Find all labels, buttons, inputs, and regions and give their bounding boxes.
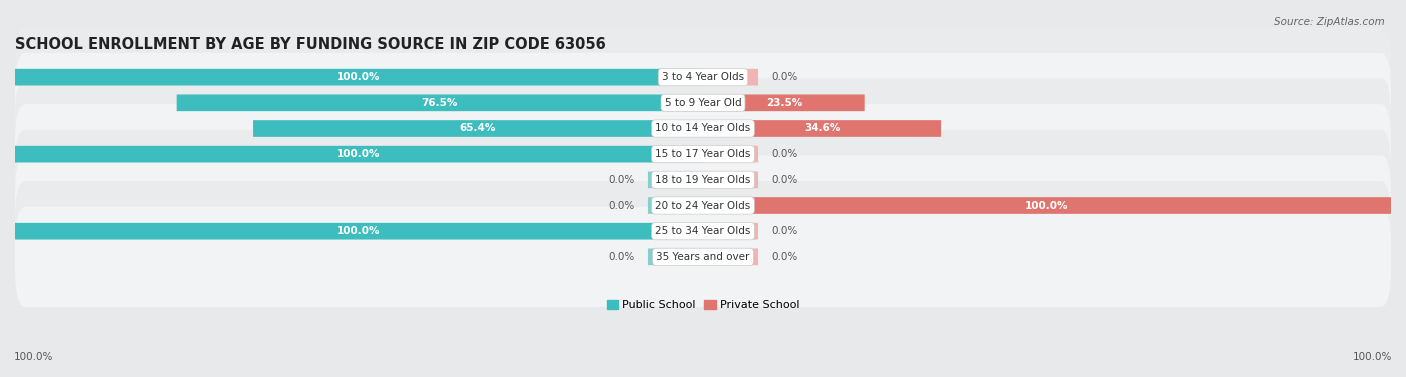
- Text: 5 to 9 Year Old: 5 to 9 Year Old: [665, 98, 741, 108]
- FancyBboxPatch shape: [648, 248, 703, 265]
- Text: 20 to 24 Year Olds: 20 to 24 Year Olds: [655, 201, 751, 210]
- Text: 25 to 34 Year Olds: 25 to 34 Year Olds: [655, 226, 751, 236]
- FancyBboxPatch shape: [703, 172, 758, 188]
- Text: 65.4%: 65.4%: [460, 124, 496, 133]
- FancyBboxPatch shape: [703, 95, 865, 111]
- FancyBboxPatch shape: [15, 69, 703, 86]
- Text: 100.0%: 100.0%: [337, 72, 381, 82]
- Text: 0.0%: 0.0%: [607, 252, 634, 262]
- Text: 0.0%: 0.0%: [772, 226, 799, 236]
- FancyBboxPatch shape: [703, 146, 758, 162]
- Text: 100.0%: 100.0%: [337, 149, 381, 159]
- Text: SCHOOL ENROLLMENT BY AGE BY FUNDING SOURCE IN ZIP CODE 63056: SCHOOL ENROLLMENT BY AGE BY FUNDING SOUR…: [15, 37, 606, 52]
- FancyBboxPatch shape: [15, 223, 703, 239]
- Text: 0.0%: 0.0%: [772, 252, 799, 262]
- FancyBboxPatch shape: [15, 27, 1391, 127]
- Text: 0.0%: 0.0%: [772, 72, 799, 82]
- Text: Source: ZipAtlas.com: Source: ZipAtlas.com: [1274, 17, 1385, 27]
- Text: 100.0%: 100.0%: [1353, 352, 1392, 362]
- Text: 23.5%: 23.5%: [766, 98, 801, 108]
- FancyBboxPatch shape: [703, 197, 1391, 214]
- Legend: Public School, Private School: Public School, Private School: [602, 296, 804, 315]
- FancyBboxPatch shape: [703, 248, 758, 265]
- FancyBboxPatch shape: [15, 146, 703, 162]
- FancyBboxPatch shape: [703, 69, 758, 86]
- Text: 3 to 4 Year Olds: 3 to 4 Year Olds: [662, 72, 744, 82]
- Text: 15 to 17 Year Olds: 15 to 17 Year Olds: [655, 149, 751, 159]
- Text: 0.0%: 0.0%: [607, 201, 634, 210]
- Text: 18 to 19 Year Olds: 18 to 19 Year Olds: [655, 175, 751, 185]
- Text: 34.6%: 34.6%: [804, 124, 841, 133]
- Text: 10 to 14 Year Olds: 10 to 14 Year Olds: [655, 124, 751, 133]
- FancyBboxPatch shape: [177, 95, 703, 111]
- FancyBboxPatch shape: [15, 130, 1391, 230]
- FancyBboxPatch shape: [15, 155, 1391, 256]
- FancyBboxPatch shape: [15, 78, 1391, 179]
- FancyBboxPatch shape: [648, 197, 703, 214]
- FancyBboxPatch shape: [15, 207, 1391, 307]
- Text: 100.0%: 100.0%: [1025, 201, 1069, 210]
- FancyBboxPatch shape: [15, 104, 1391, 204]
- Text: 76.5%: 76.5%: [422, 98, 458, 108]
- FancyBboxPatch shape: [703, 120, 941, 137]
- Text: 100.0%: 100.0%: [14, 352, 53, 362]
- FancyBboxPatch shape: [648, 172, 703, 188]
- FancyBboxPatch shape: [253, 120, 703, 137]
- Text: 100.0%: 100.0%: [337, 226, 381, 236]
- FancyBboxPatch shape: [15, 181, 1391, 281]
- Text: 0.0%: 0.0%: [772, 175, 799, 185]
- FancyBboxPatch shape: [15, 53, 1391, 153]
- FancyBboxPatch shape: [703, 223, 758, 239]
- Text: 0.0%: 0.0%: [607, 175, 634, 185]
- Text: 35 Years and over: 35 Years and over: [657, 252, 749, 262]
- Text: 0.0%: 0.0%: [772, 149, 799, 159]
